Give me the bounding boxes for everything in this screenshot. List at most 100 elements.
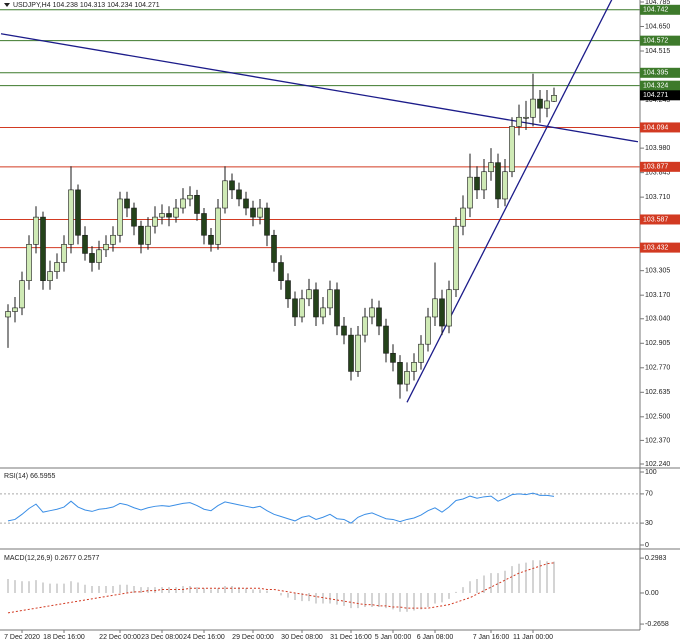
- candle-body: [5, 311, 11, 318]
- candle-body: [117, 198, 123, 236]
- level-label: 103.587: [643, 216, 668, 223]
- candle-body: [82, 234, 88, 254]
- candle-body: [453, 225, 459, 291]
- candle-body: [47, 271, 53, 281]
- candle-body: [110, 234, 116, 245]
- level-label-box: [640, 80, 680, 91]
- level-label: 103.877: [643, 164, 668, 171]
- level-label-box: [640, 4, 680, 15]
- trend-line: [406, 0, 613, 403]
- level-label: 104.395: [643, 70, 668, 77]
- trend-line: [0, 33, 639, 143]
- candle-body: [530, 98, 536, 118]
- y-tick-label: 103.305: [645, 268, 670, 275]
- y-tick-label: 70: [645, 491, 653, 498]
- candle-body: [334, 289, 340, 327]
- y-tick-label: 104.650: [645, 23, 670, 30]
- candle-body: [537, 98, 543, 109]
- candle-body: [229, 180, 235, 191]
- x-tick-label: 5 Jan 00:00: [375, 634, 412, 641]
- candle-body: [278, 262, 284, 281]
- symbol-menu-icon[interactable]: [4, 3, 10, 7]
- candle-body: [12, 307, 18, 312]
- level-label-box: [640, 214, 680, 225]
- candle-body: [481, 171, 487, 191]
- x-tick-label: 18 Dec 16:00: [43, 634, 85, 641]
- x-tick-label: 29 Dec 00:00: [232, 634, 274, 641]
- y-tick-label: 103.710: [645, 194, 670, 201]
- level-label: 104.572: [643, 38, 668, 45]
- x-tick-label: 24 Dec 16:00: [183, 634, 225, 641]
- y-tick-label: 104.785: [645, 0, 670, 6]
- y-tick-label: 0: [645, 542, 649, 549]
- candle-body: [544, 100, 550, 109]
- candle-body: [425, 316, 431, 345]
- candle-body: [201, 213, 207, 236]
- candle-body: [299, 298, 305, 318]
- x-tick-label: 31 Dec 16:00: [330, 634, 372, 641]
- candle-body: [551, 95, 557, 102]
- x-tick-label: 6 Jan 08:00: [417, 634, 454, 641]
- level-label: 103.432: [643, 244, 668, 251]
- x-tick-label: 23 Dec 08:00: [141, 634, 183, 641]
- candle-body: [502, 171, 508, 200]
- y-tick-label: 0.00: [645, 590, 659, 597]
- candle-body: [145, 225, 151, 245]
- candle-body: [26, 244, 32, 281]
- candle-body: [40, 216, 46, 281]
- candle-body: [404, 371, 410, 385]
- y-tick-label: 104.245: [645, 97, 670, 104]
- candle-body: [250, 207, 256, 218]
- y-tick-label: -0.2658: [645, 621, 669, 628]
- candle-body: [509, 126, 515, 173]
- candle-body: [432, 298, 438, 318]
- candle-body: [411, 362, 417, 372]
- last-price-label: 104.271: [643, 92, 668, 99]
- candle-body: [390, 352, 396, 363]
- x-tick-label: 30 Dec 08:00: [281, 634, 323, 641]
- candle-body: [166, 213, 172, 218]
- x-tick-label: 7 Dec 2020: [4, 634, 40, 641]
- candle-body: [327, 289, 333, 309]
- y-tick-label: 102.370: [645, 437, 670, 444]
- candle-body: [523, 116, 529, 119]
- x-tick-label: 22 Dec 00:00: [99, 634, 141, 641]
- rsi-title: RSI(14) 66.5955: [4, 473, 55, 480]
- candle-body: [488, 162, 494, 173]
- signal-line: [7, 562, 555, 614]
- candle-body: [173, 207, 179, 218]
- candle-body: [313, 289, 319, 318]
- candle-body: [418, 343, 424, 363]
- candle-body: [243, 198, 249, 209]
- level-label: 104.324: [643, 83, 668, 90]
- candle-body: [383, 325, 389, 354]
- candle-body: [152, 216, 158, 227]
- candle-body: [467, 176, 473, 209]
- candle-body: [187, 195, 193, 200]
- level-label: 104.742: [643, 7, 668, 14]
- x-tick-label: 7 Jan 16:00: [473, 634, 510, 641]
- level-label-box: [640, 122, 680, 133]
- y-tick-label: 104.515: [645, 48, 670, 55]
- candle-body: [180, 198, 186, 209]
- candle-body: [439, 298, 445, 327]
- rsi-line: [7, 492, 555, 524]
- candle-body: [362, 316, 368, 336]
- x-tick-label: 11 Jan 00:00: [513, 634, 553, 641]
- candle-body: [306, 289, 312, 300]
- candle-body: [516, 116, 522, 127]
- candle-body: [460, 207, 466, 227]
- candle-body: [124, 198, 130, 209]
- candle-body: [397, 362, 403, 385]
- candle-body: [222, 180, 228, 209]
- y-tick-label: 102.240: [645, 461, 670, 468]
- candle-body: [376, 307, 382, 327]
- candle-body: [208, 234, 214, 245]
- candle-body: [341, 325, 347, 336]
- candle-body: [159, 213, 165, 218]
- y-tick-label: 103.170: [645, 292, 670, 299]
- y-tick-label: 103.980: [645, 145, 670, 152]
- y-tick-label: 102.770: [645, 365, 670, 372]
- candle-body: [194, 195, 200, 214]
